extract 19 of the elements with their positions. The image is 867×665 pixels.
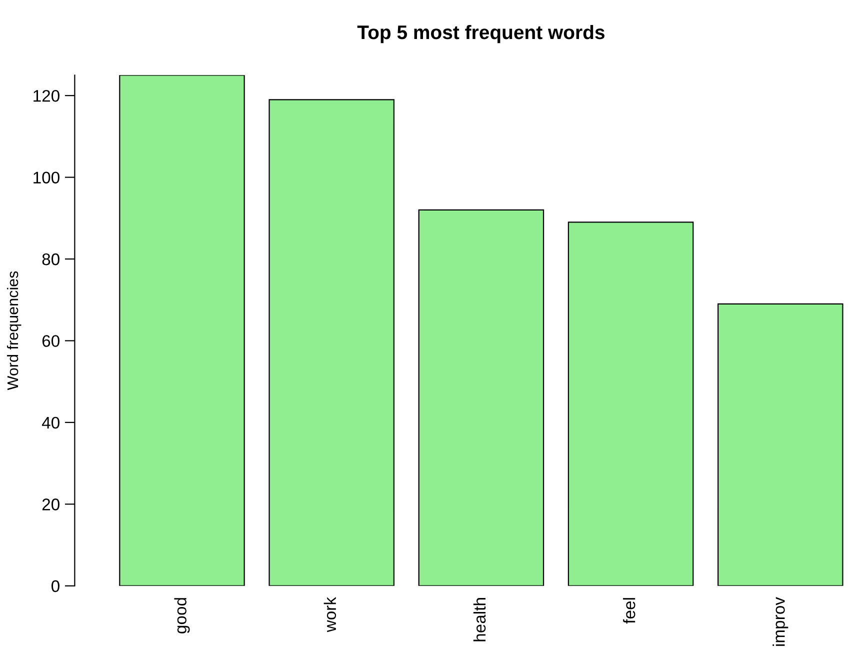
y-tick-label: 40 — [42, 416, 60, 429]
x-tick-label: good — [174, 598, 190, 634]
x-tick-label: feel — [623, 598, 636, 624]
bar — [568, 222, 694, 586]
y-tick-label: 80 — [42, 253, 60, 266]
bar — [268, 99, 394, 586]
x-tick-label: work — [324, 596, 336, 632]
bar — [418, 209, 544, 586]
x-tick-label: improv — [772, 597, 788, 646]
chart-title: Top 5 most frequent words — [357, 24, 604, 44]
y-tick-label: 60 — [42, 335, 60, 347]
bar — [717, 303, 844, 586]
y-tick-label: 0 — [52, 580, 60, 592]
y-tick-label: 100 — [34, 172, 60, 184]
bar — [119, 75, 245, 586]
x-tick-label: health — [473, 598, 486, 642]
y-axis-title: Word frequencies — [6, 271, 22, 390]
y-tick-label: 20 — [42, 498, 60, 510]
y-tick-label: 120 — [34, 90, 60, 102]
